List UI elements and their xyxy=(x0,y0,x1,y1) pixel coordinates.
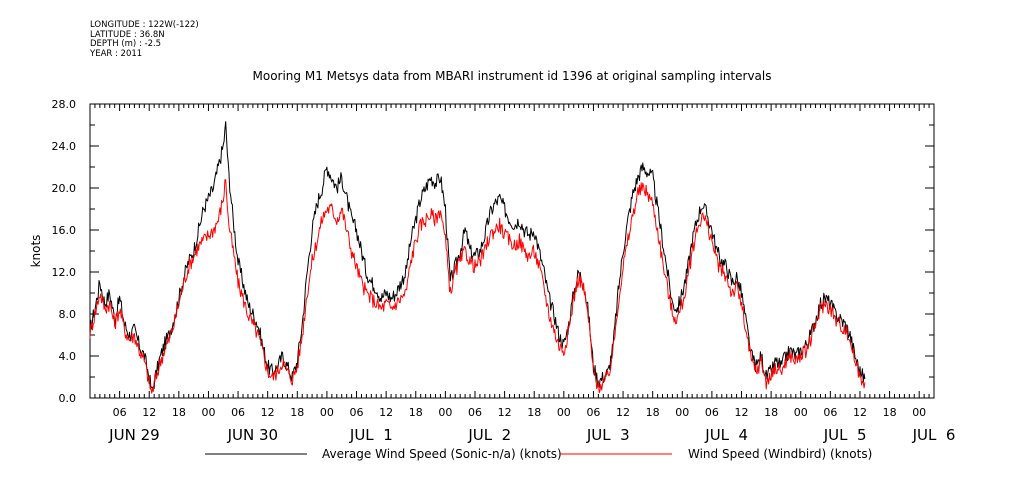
plot-frame xyxy=(89,103,935,399)
x-tick-label: 18 xyxy=(646,406,660,419)
x-day-label: JUL 3 xyxy=(586,426,630,444)
legend-label-2: Wind Speed (Windbird) (knots) xyxy=(688,447,872,461)
metadata-block: LONGITUDE : 122W(-122) LATITUDE : 36.8N … xyxy=(90,20,199,59)
series-line-1 xyxy=(89,121,866,389)
x-tick-label: 00 xyxy=(438,406,452,419)
x-tick-label: 00 xyxy=(675,406,689,419)
x-tick-label: 06 xyxy=(586,406,600,419)
series-layer xyxy=(89,121,866,394)
x-day-label: JUL 6 xyxy=(912,426,956,444)
x-tick-label: 18 xyxy=(409,406,423,419)
x-tick-label: 18 xyxy=(290,406,304,419)
chart-title: Mooring M1 Metsys data from MBARI instru… xyxy=(253,69,772,83)
x-tick-label: 12 xyxy=(498,406,512,419)
y-tick-label: 28.0 xyxy=(52,98,77,111)
series-line-2 xyxy=(89,179,866,394)
legend-label-1: Average Wind Speed (Sonic-n/a) (knots) xyxy=(322,447,562,461)
latitude-label: LATITUDE : 36.8N xyxy=(90,29,165,40)
legend: Average Wind Speed (Sonic-n/a) (knots) Wi… xyxy=(205,447,872,461)
axis-frame: 0.0 4.0 8.0 12.0 16.0 20.0 24.0 28.0 06 12 18 00 06 1… xyxy=(52,98,956,444)
y-tick-label: 12.0 xyxy=(52,266,77,279)
y-tick-label: 24.0 xyxy=(52,140,77,153)
x-tick-label: 00 xyxy=(912,406,926,419)
y-tick-label: 8.0 xyxy=(59,308,77,321)
x-day-label: JUL 1 xyxy=(349,426,393,444)
x-tick-label: 06 xyxy=(113,406,127,419)
x-tick-label: 06 xyxy=(231,406,245,419)
x-day-label: JUN 30 xyxy=(227,426,278,444)
x-tick-label: 18 xyxy=(527,406,541,419)
x-tick-label: 12 xyxy=(261,406,275,419)
longitude-label: LONGITUDE : 122W(-122) xyxy=(90,20,199,30)
x-tick-label: 00 xyxy=(794,406,808,419)
depth-label: DEPTH (m) : -2.5 xyxy=(90,39,162,49)
x-tick-label: 18 xyxy=(764,406,778,419)
x-tick-label: 00 xyxy=(320,406,334,419)
x-tick-label: 18 xyxy=(172,406,186,419)
y-tick-label: 0.0 xyxy=(59,392,77,405)
x-tick-label: 06 xyxy=(350,406,364,419)
y-tick-label: 16.0 xyxy=(52,224,77,237)
x-tick-label: 12 xyxy=(379,406,393,419)
x-tick-label: 12 xyxy=(853,406,867,419)
y-tick-label: 20.0 xyxy=(52,182,77,195)
y-axis-label: knots xyxy=(29,235,43,268)
y-tick-label: 4.0 xyxy=(59,350,77,363)
x-day-label: JUL 5 xyxy=(823,426,867,444)
x-tick-label: 00 xyxy=(201,406,215,419)
x-tick-label: 06 xyxy=(468,406,482,419)
x-tick-label: 18 xyxy=(883,406,897,419)
x-tick-label: 06 xyxy=(823,406,837,419)
x-tick-label: 12 xyxy=(142,406,156,419)
x-tick-label: 12 xyxy=(735,406,749,419)
year-label: YEAR : 2011 xyxy=(90,48,143,59)
x-tick-label: 12 xyxy=(616,406,630,419)
x-tick-label: 00 xyxy=(557,406,571,419)
x-day-label: JUL 4 xyxy=(704,426,748,444)
x-day-label: JUN 29 xyxy=(108,426,159,444)
x-day-label: JUL 2 xyxy=(467,426,511,444)
x-tick-label: 06 xyxy=(705,406,719,419)
